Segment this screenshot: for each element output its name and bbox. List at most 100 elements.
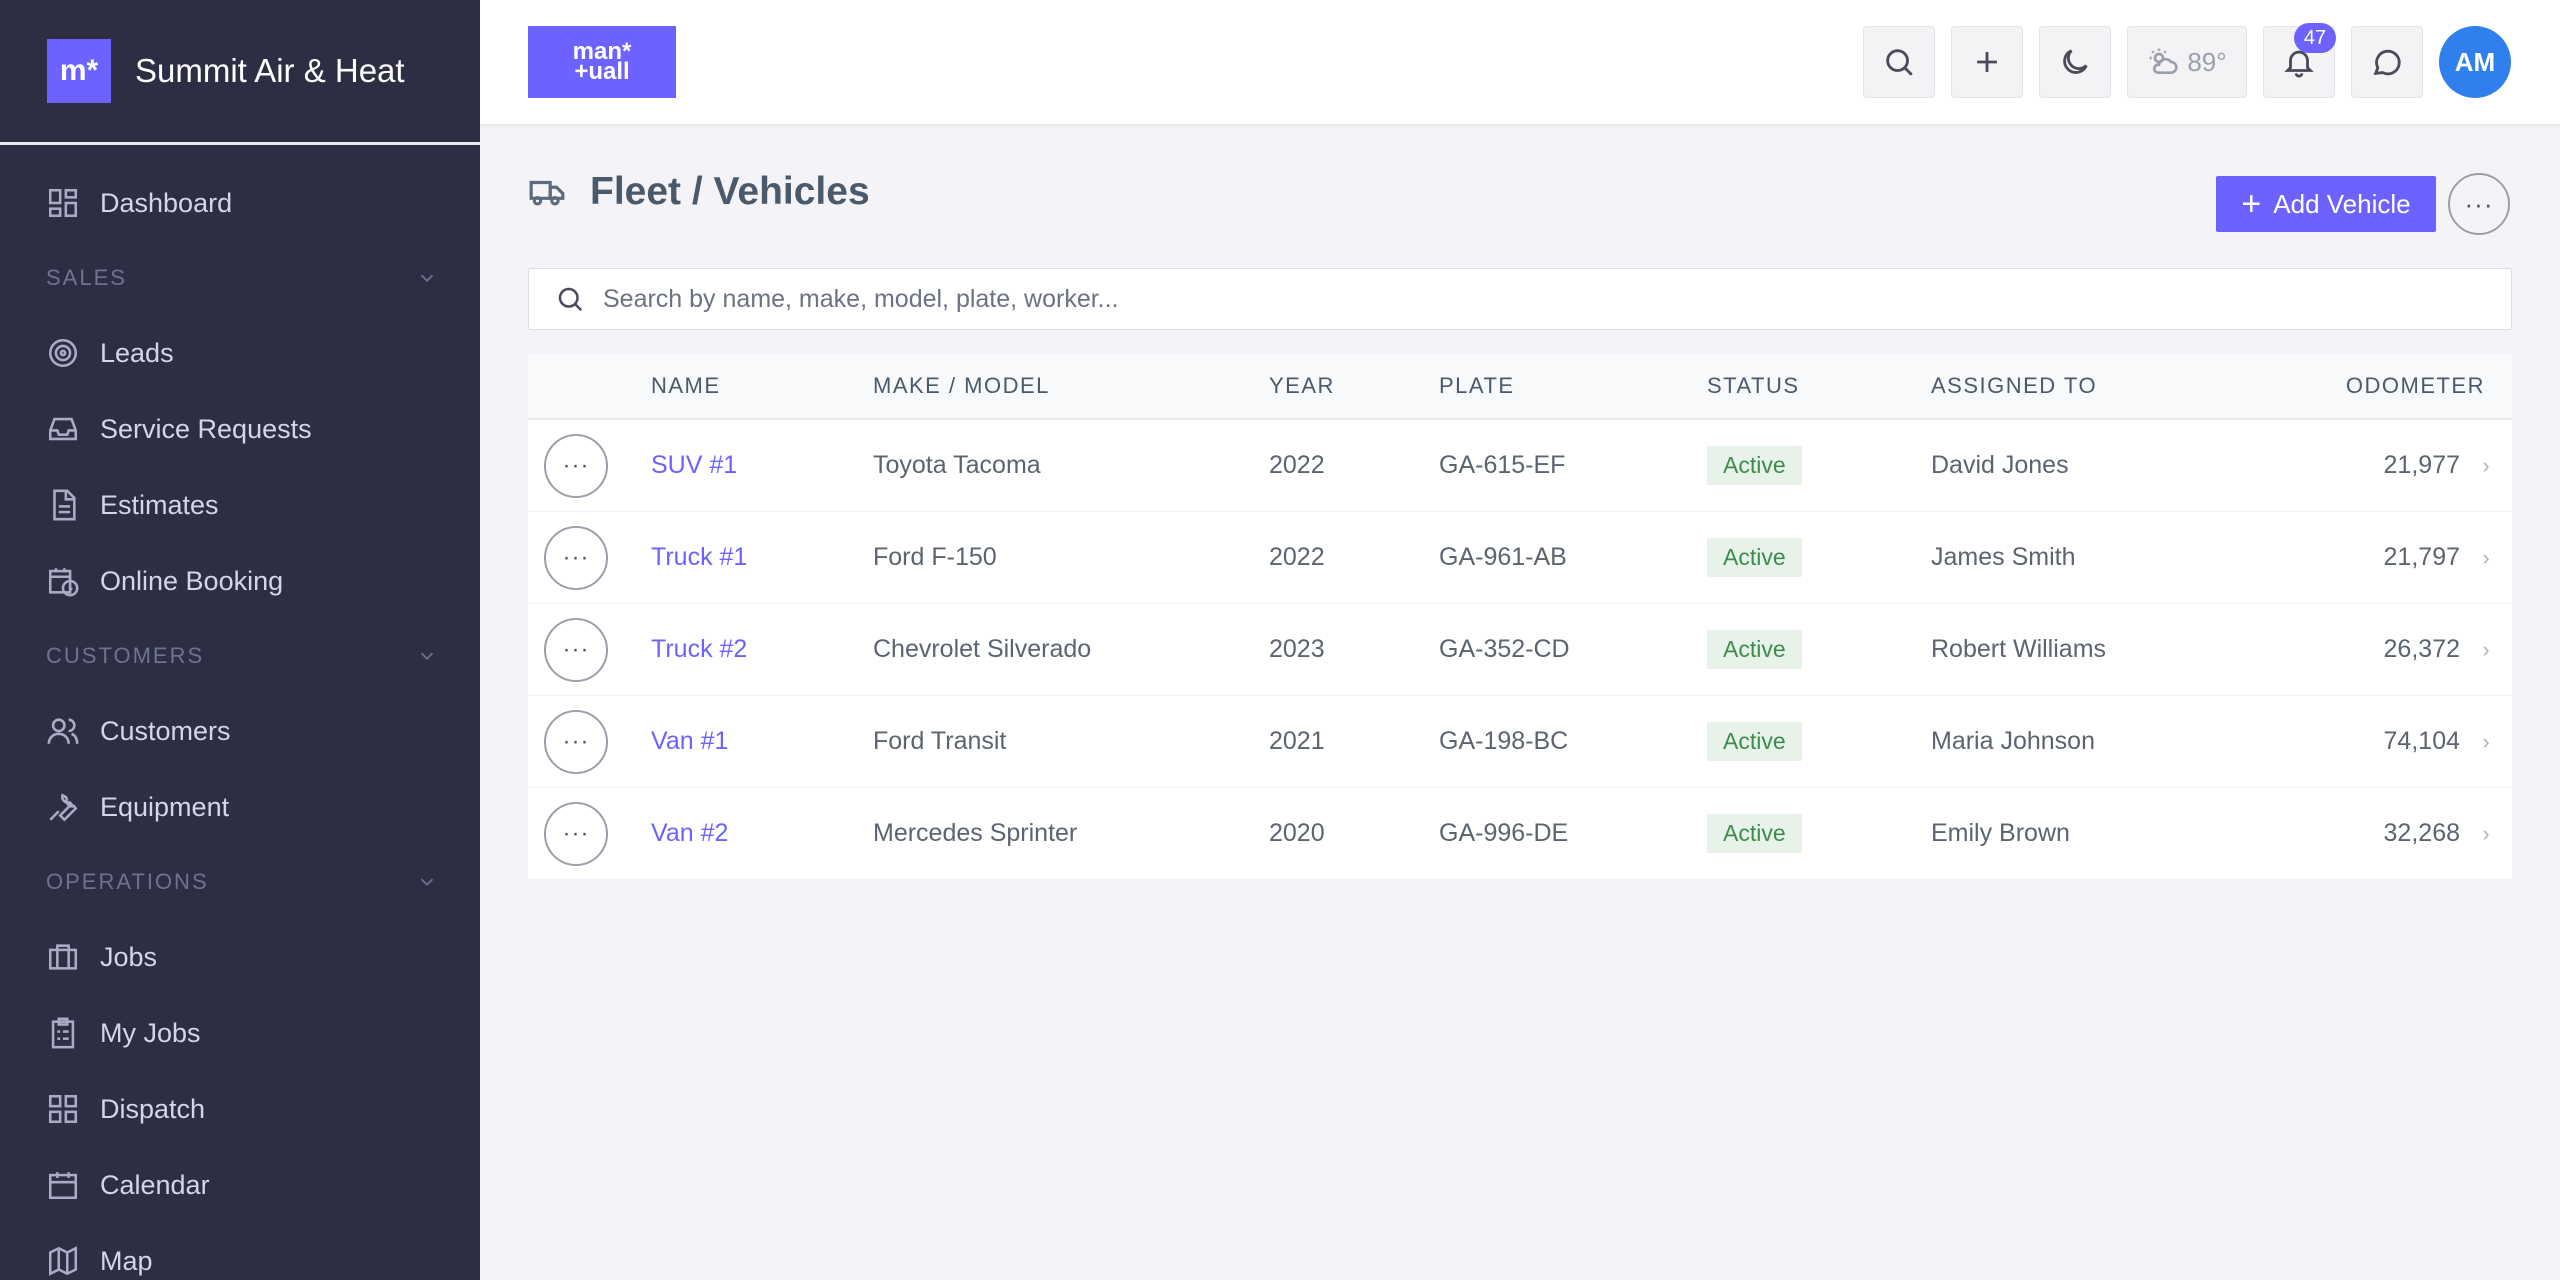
vehicle-name-link[interactable]: Van #2 (651, 819, 729, 847)
plate-cell: GA-198-BC (1439, 727, 1569, 755)
sidebar-item-label: Calendar (100, 1169, 210, 1200)
more-options-button[interactable]: ··· (2448, 173, 2510, 235)
header-status[interactable]: STATUS (1707, 373, 1800, 398)
odometer-cell: 26,372 (2383, 635, 2460, 663)
plate-cell: GA-996-DE (1439, 819, 1569, 847)
sidebar-item-label: Jobs (100, 941, 158, 972)
plate-cell: GA-352-CD (1439, 635, 1570, 663)
header-make-model[interactable]: MAKE / MODEL (873, 373, 1050, 398)
header-plate[interactable]: PLATE (1439, 373, 1515, 398)
row-actions-button[interactable]: ··· (544, 617, 608, 682)
search-button[interactable] (1863, 26, 1935, 98)
dark-mode-toggle[interactable] (2039, 26, 2111, 98)
chevron-down-icon (420, 878, 434, 887)
odometer-cell: 74,104 (2383, 727, 2460, 755)
header-odometer[interactable]: ODOMETER (2345, 373, 2485, 398)
sidebar-item-dashboard[interactable]: Dashboard (0, 165, 480, 241)
clipboard-icon (51, 1017, 75, 1049)
assigned-to-cell: James Smith (1931, 543, 2076, 571)
table-row[interactable]: ··· SUV #1 Toyota Tacoma 2022 GA-615-EF … (528, 420, 2512, 512)
bell-icon (2284, 50, 2314, 78)
row-actions-button[interactable]: ··· (544, 801, 608, 866)
document-icon (53, 489, 76, 521)
plate-cell: GA-961-AB (1439, 543, 1567, 571)
row-actions-button[interactable]: ··· (544, 525, 608, 590)
sidebar-item-customers[interactable]: Customers (0, 693, 480, 769)
messages-button[interactable] (2351, 26, 2423, 98)
header-assigned-to[interactable]: ASSIGNED TO (1931, 373, 2098, 398)
table-row[interactable]: ··· Truck #1 Ford F-150 2022 GA-961-AB A… (528, 512, 2512, 604)
wrench-icon (49, 793, 78, 822)
vehicle-name-link[interactable]: Truck #2 (651, 635, 748, 663)
search-icon (1886, 49, 1913, 76)
odometer-cell: 32,268 (2383, 819, 2460, 847)
notification-count-badge: 47 (2294, 23, 2336, 53)
section-label: CUSTOMERS (46, 643, 205, 668)
vehicle-name-link[interactable]: Truck #1 (651, 543, 748, 571)
status-badge: Active (1707, 446, 1802, 485)
moon-icon (2063, 49, 2088, 74)
search-icon (558, 287, 583, 312)
sidebar-item-label: Service Requests (100, 413, 312, 444)
sidebar-item-label: Equipment (100, 791, 230, 822)
chevron-right-icon: › (2482, 544, 2490, 570)
row-actions-button[interactable]: ··· (544, 709, 608, 774)
sidebar-item-online-booking[interactable]: Online Booking (0, 543, 480, 619)
sidebar-item-label: Customers (100, 715, 231, 746)
chevron-right-icon: › (2482, 728, 2490, 754)
sidebar-item-calendar[interactable]: Calendar (0, 1147, 480, 1223)
calendar-icon (48, 1172, 78, 1200)
sidebar-item-map[interactable]: Map (0, 1223, 480, 1280)
search-input[interactable] (603, 284, 2403, 314)
target-icon (48, 338, 78, 368)
status-badge: Active (1707, 722, 1802, 761)
sidebar-item-label: Leads (100, 337, 174, 368)
header-name[interactable]: NAME (651, 373, 721, 398)
map-icon (48, 1246, 78, 1276)
sidebar-item-jobs[interactable]: Jobs (0, 919, 480, 995)
year-cell: 2022 (1269, 543, 1325, 571)
table-row[interactable]: ··· Van #1 Ford Transit 2021 GA-198-BC A… (528, 696, 2512, 788)
app-logo-line2: +uall (574, 58, 630, 85)
sidebar-item-label: Dispatch (100, 1093, 206, 1124)
year-cell: 2022 (1269, 451, 1325, 479)
search-bar[interactable] (528, 268, 2512, 330)
sidebar-nav: Dashboard SALES Leads Service Requests E… (0, 145, 480, 1280)
app-logo[interactable]: man* +uall (528, 26, 676, 98)
sidebar-section-customers[interactable]: CUSTOMERS (0, 619, 480, 693)
vehicle-name-link[interactable]: SUV #1 (651, 451, 738, 479)
sidebar-item-service-requests[interactable]: Service Requests (0, 391, 480, 467)
sidebar-section-sales[interactable]: SALES (0, 241, 480, 315)
vehicle-name-link[interactable]: Van #1 (651, 727, 729, 755)
brand[interactable]: m* Summit Air & Heat (0, 0, 480, 145)
user-avatar[interactable]: AM (2439, 26, 2511, 98)
sidebar-section-operations[interactable]: OPERATIONS (0, 845, 480, 919)
plus-icon (1977, 52, 1997, 72)
brand-name: Summit Air & Heat (135, 52, 405, 89)
notifications-button[interactable]: 47 (2263, 23, 2336, 98)
assigned-to-cell: Emily Brown (1931, 819, 2070, 847)
weather-widget[interactable]: 89° (2127, 26, 2247, 98)
row-actions-button[interactable]: ··· (544, 433, 608, 498)
make-model-cell: Mercedes Sprinter (873, 819, 1078, 847)
sidebar-item-my-jobs[interactable]: My Jobs (0, 995, 480, 1071)
assigned-to-cell: David Jones (1931, 451, 2069, 479)
sidebar-item-dispatch[interactable]: Dispatch (0, 1071, 480, 1147)
table-header: NAME MAKE / MODEL YEAR PLATE STATUS ASSI… (528, 354, 2512, 420)
header-year[interactable]: YEAR (1269, 373, 1335, 398)
chevron-down-icon (420, 274, 434, 283)
table-row[interactable]: ··· Van #2 Mercedes Sprinter 2020 GA-996… (528, 788, 2512, 880)
sidebar-item-leads[interactable]: Leads (0, 315, 480, 391)
odometer-cell: 21,797 (2383, 543, 2460, 571)
make-model-cell: Ford Transit (873, 727, 1007, 755)
create-button[interactable] (1951, 26, 2023, 98)
brand-logo: m* (47, 39, 111, 103)
year-cell: 2021 (1269, 727, 1325, 755)
assigned-to-cell: Maria Johnson (1931, 727, 2095, 755)
sidebar-item-equipment[interactable]: Equipment (0, 769, 480, 845)
add-vehicle-button[interactable]: + Add Vehicle (2216, 176, 2436, 232)
table-row[interactable]: ··· Truck #2 Chevrolet Silverado 2023 GA… (528, 604, 2512, 696)
sidebar-item-label: Dashboard (100, 187, 233, 218)
chevron-down-icon (420, 652, 434, 661)
sidebar-item-estimates[interactable]: Estimates (0, 467, 480, 543)
